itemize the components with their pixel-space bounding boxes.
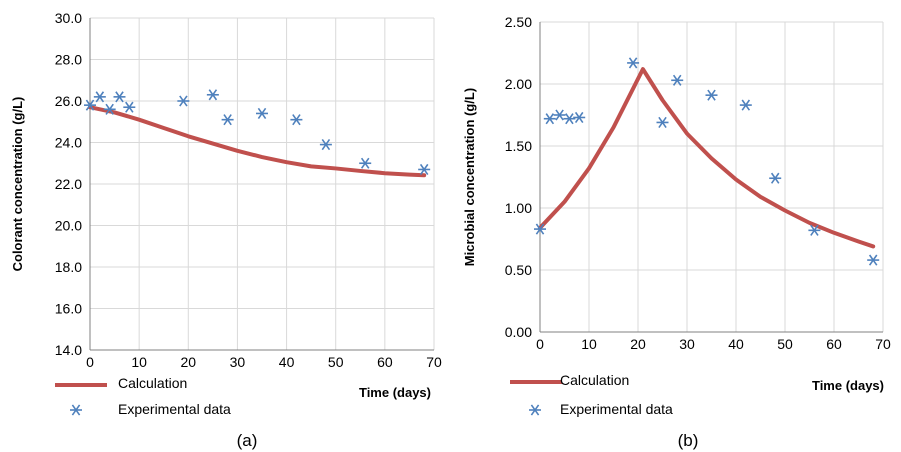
- experimental-point: [418, 163, 431, 176]
- x-tick-label: 70: [875, 336, 891, 352]
- experimental-point: [103, 103, 116, 115]
- experimental-point: [627, 57, 640, 69]
- y-tick-label: 2.50: [505, 14, 532, 30]
- panel-label: (b): [678, 431, 699, 450]
- x-tick-label: 70: [426, 354, 442, 370]
- x-tick-label: 0: [86, 354, 94, 370]
- panel-label: (a): [237, 431, 258, 450]
- y-tick-label: 0.50: [505, 262, 532, 278]
- x-tick-label: 0: [536, 336, 544, 352]
- y-tick-label: 0.00: [505, 324, 532, 340]
- experimental-point: [123, 101, 136, 113]
- experimental-point: [84, 99, 96, 111]
- experimental-point: [656, 116, 669, 129]
- y-tick-label: 16.0: [55, 301, 82, 317]
- experimental-point: [93, 91, 106, 103]
- experimental-point: [206, 89, 219, 101]
- experimental-point: [808, 224, 821, 236]
- x-axis-label: Time (days): [359, 385, 431, 400]
- chart-panel-a: 0 10 20 30 40 50 60 70 14.0 16.0 18.0 20.0 22.0 24.0 2…: [10, 10, 442, 450]
- calculation-line: [538, 67, 876, 249]
- x-tick-label: 60: [377, 354, 393, 370]
- experimental-point: [113, 91, 126, 103]
- experimental-point: [177, 95, 190, 107]
- x-tick-label: 20: [180, 354, 196, 370]
- experimental-point: [671, 74, 684, 86]
- y-tick-label: 1.50: [505, 138, 532, 154]
- x-tick-label: 40: [728, 336, 744, 352]
- x-tick-label: 60: [826, 336, 842, 352]
- experimental-point: [563, 113, 576, 125]
- experimental-point: [543, 113, 556, 125]
- y-tick-label: 2.00: [505, 76, 532, 92]
- experimental-point: [534, 223, 546, 235]
- legend: Calculation Experimental data: [510, 372, 673, 417]
- experimental-point: [739, 99, 752, 111]
- legend-calculation-label: Calculation: [560, 372, 629, 388]
- x-tick-label: 10: [131, 354, 147, 370]
- x-tick-label: 30: [679, 336, 695, 352]
- y-axis-label: Microbial concentration (g/L): [462, 88, 477, 266]
- legend-experimental-marker: [70, 404, 82, 416]
- experimental-point: [769, 172, 782, 184]
- y-tick-label: 28.0: [55, 52, 82, 68]
- y-tick-label: 24.0: [55, 135, 82, 151]
- experimental-point: [867, 254, 880, 266]
- y-tick-label: 22.0: [55, 176, 82, 192]
- x-tick-label: 50: [328, 354, 344, 370]
- x-tick-label: 10: [581, 336, 597, 352]
- legend-experimental-label: Experimental data: [118, 401, 231, 417]
- chart-panel-b: 0 10 20 30 40 50 60 70 0.00 0.50 1.00 1.50 2.00 2.50 M…: [462, 14, 891, 450]
- experimental-point: [573, 111, 586, 124]
- experimental-point: [553, 109, 566, 121]
- x-axis-label: Time (days): [812, 378, 884, 393]
- experimental-point: [705, 89, 718, 101]
- y-tick-label: 30.0: [55, 10, 82, 26]
- x-tick-label: 50: [777, 336, 793, 352]
- x-tick-label: 20: [630, 336, 646, 352]
- y-tick-label: 18.0: [55, 259, 82, 275]
- calculation-line: [88, 105, 427, 178]
- y-tick-label: 1.00: [505, 200, 532, 216]
- experimental-point: [359, 157, 372, 169]
- x-tick-label: 40: [279, 354, 295, 370]
- experimental-point: [256, 107, 268, 120]
- y-tick-label: 26.0: [55, 93, 82, 109]
- experimental-point: [290, 114, 303, 126]
- experimental-point: [221, 114, 234, 126]
- x-tick-label: 30: [230, 354, 246, 370]
- legend-experimental-marker: [529, 404, 541, 416]
- legend-calculation-label: Calculation: [118, 375, 187, 391]
- experimental-point: [319, 139, 332, 151]
- y-tick-label: 20.0: [55, 218, 82, 234]
- y-tick-label: 14.0: [55, 342, 82, 358]
- legend-experimental-label: Experimental data: [560, 401, 673, 417]
- legend: Calculation Experimental data: [55, 375, 231, 417]
- y-axis-label: Colorant concentration (g/L): [10, 97, 25, 272]
